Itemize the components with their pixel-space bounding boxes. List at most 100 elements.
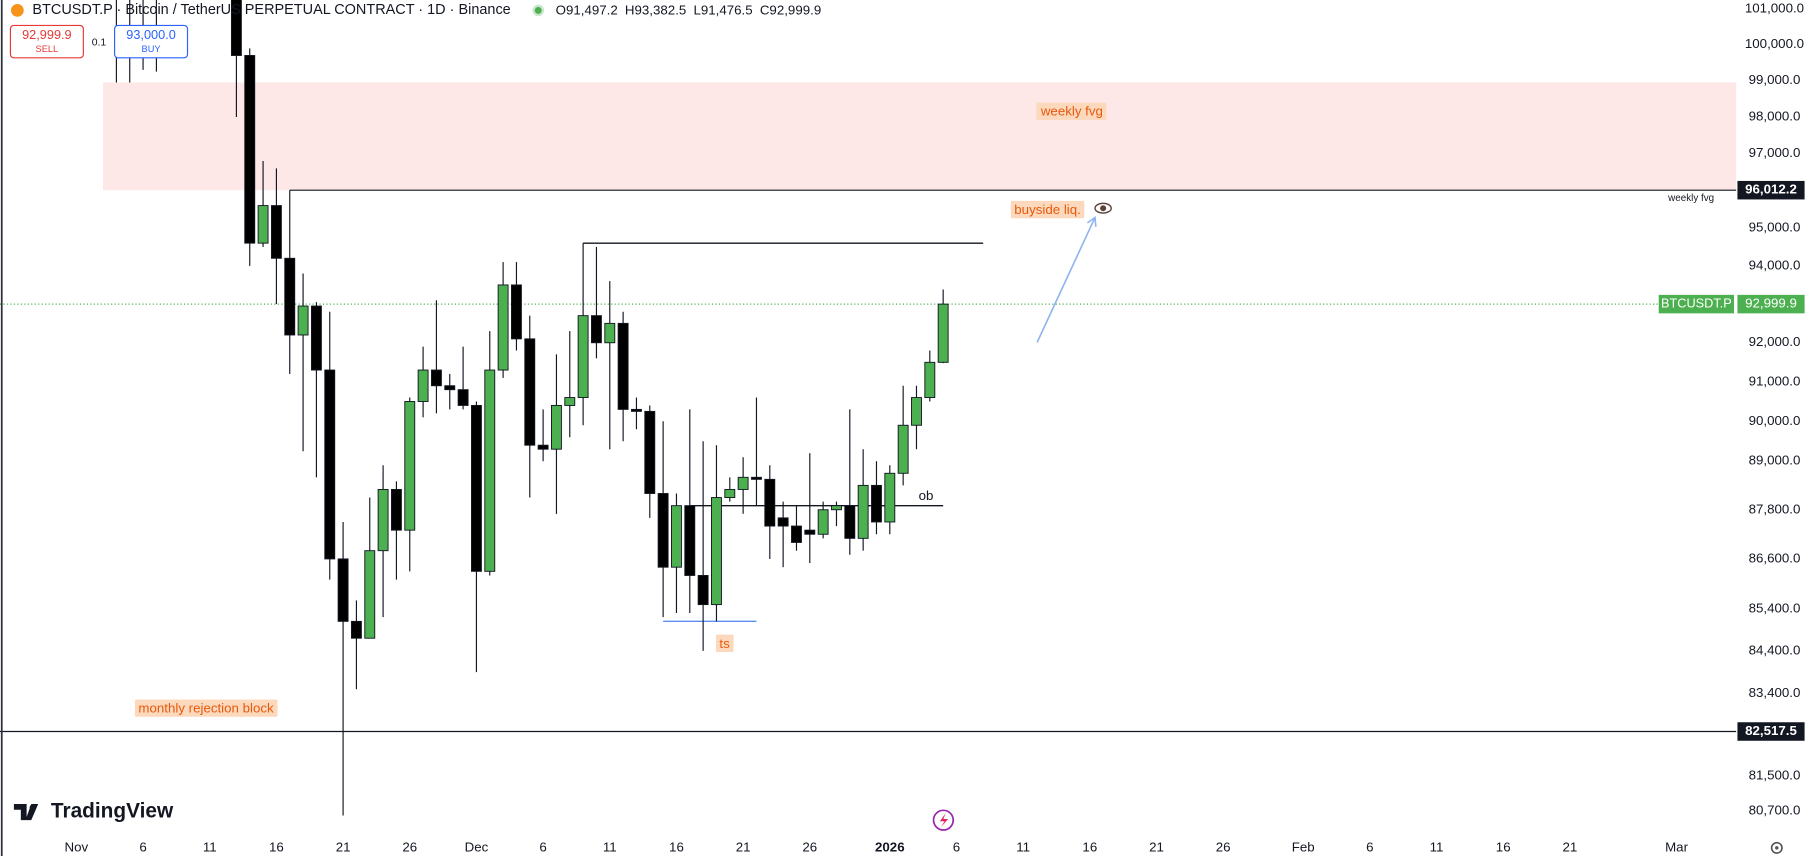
candle-body [924, 361, 936, 399]
candle-body [644, 410, 656, 494]
x-tick-label: 6 [953, 839, 960, 854]
candle-body [484, 369, 496, 572]
buy-label[interactable]: BUY [142, 44, 161, 54]
symbol-title: BTCUSDT.P · Bitcoin / TetherUS PERPETUAL… [32, 2, 510, 18]
candle-body [617, 322, 629, 410]
candle-body [364, 550, 376, 639]
level-price-box [1737, 722, 1805, 741]
annotation: ob [919, 488, 934, 503]
candle-body [711, 497, 722, 606]
candle-body [377, 488, 389, 552]
logo: TradingView [13, 800, 174, 823]
candle-body [297, 305, 309, 336]
candle-body [684, 505, 696, 576]
y-tick-label: 80,700.0 [1749, 803, 1801, 818]
candle-body [390, 488, 402, 531]
y-tick-label: 89,000.0 [1749, 453, 1801, 468]
ohlc: O91,497.2 H93,382.5 L91,476.5 C92,999.9 [556, 2, 822, 17]
candle-body [564, 397, 576, 406]
candle-body [804, 529, 816, 535]
candle-body [497, 284, 509, 371]
candle-body [857, 484, 869, 539]
buy-button[interactable]: 93,000.0 BUY [114, 24, 189, 59]
x-tick-label: 2026 [875, 839, 905, 854]
spread: 0.1 [92, 38, 107, 49]
sell-price[interactable]: 92,999.9 [22, 27, 72, 42]
candle-body [551, 404, 562, 450]
y-tick-label: 84,400.0 [1749, 642, 1801, 657]
candle-body [844, 505, 856, 539]
y-tick-label: 90,000.0 [1749, 413, 1801, 428]
x-tick-label: 6 [1366, 839, 1373, 854]
y-tick-label: 95,000.0 [1749, 220, 1801, 235]
x-tick-label: 6 [139, 839, 146, 854]
x-tick-label: 26 [402, 839, 417, 854]
x-tick-label: 21 [1562, 839, 1577, 854]
x-tick-label: Dec [465, 839, 489, 854]
replay-icon[interactable] [932, 809, 955, 831]
x-tick-label: 11 [1016, 839, 1030, 854]
x-tick-label: 16 [1082, 839, 1097, 854]
y-tick-label: 85,400.0 [1749, 600, 1801, 615]
x-tick-label: 11 [603, 839, 617, 854]
time-axis: Nov 6 11 16 21 26 Dec 6 11 16 21 26 2026 6 11 16 21 26 Feb… [65, 839, 1689, 854]
candle-body [444, 385, 456, 391]
candle-body [457, 389, 469, 406]
x-tick-label: 16 [269, 839, 284, 854]
buy-box[interactable] [114, 24, 189, 59]
candle-body [511, 284, 522, 340]
sell-label[interactable]: SELL [36, 44, 59, 54]
ohlc-low: L91,476.5 [693, 2, 752, 17]
last-price-box [1737, 294, 1805, 314]
sell-button[interactable]: 92,999.9 SELL [9, 24, 84, 59]
annotation-bg [715, 634, 734, 652]
candle-body [577, 315, 589, 399]
arrow [1036, 215, 1097, 343]
sell-box[interactable] [9, 24, 84, 59]
y-tick-label: 92,000.0 [1749, 334, 1801, 349]
settings-icon[interactable] [1770, 841, 1783, 854]
x-tick-label: 21 [1149, 839, 1164, 854]
candle-body [817, 509, 829, 535]
ohlc-close: C92,999.9 [760, 2, 821, 17]
candle-body [284, 257, 296, 336]
x-tick-label: 21 [336, 839, 351, 854]
annotation: ts [719, 636, 730, 651]
symbol-box [1658, 294, 1734, 314]
buy-price[interactable]: 93,000.0 [126, 27, 176, 42]
candle-body [737, 476, 749, 490]
candle-body [937, 303, 949, 363]
annotation-bg [1036, 102, 1107, 120]
x-tick-label: Mar [1665, 839, 1688, 854]
candle-body [537, 444, 549, 450]
candle-body [591, 315, 602, 344]
annotation: monthly rejection block [138, 701, 274, 716]
candle-body [257, 205, 269, 244]
candle-body [697, 575, 709, 606]
candle-body [871, 484, 882, 523]
candle-body [417, 369, 429, 402]
eye-icon [1094, 202, 1112, 214]
level-note: weekly fvg [1667, 193, 1714, 204]
candle-body [764, 478, 776, 527]
y-tick-label: 81,500.0 [1749, 767, 1801, 782]
y-tick-label: 97,000.0 [1749, 145, 1801, 160]
annotations: weekly fvg buyside liq. ts monthly rejec… [134, 102, 1107, 717]
candle-body [897, 424, 909, 474]
annotation-bg [134, 699, 278, 717]
x-tick-label: Nov [65, 839, 89, 854]
x-tick-label: 6 [539, 839, 546, 854]
candle-body [831, 505, 842, 511]
candle-body [350, 620, 362, 639]
x-tick-label: 26 [1216, 839, 1231, 854]
candle-body [751, 476, 762, 480]
annotation: buyside liq. [1014, 202, 1081, 217]
status-dot [532, 4, 545, 17]
candle-body [337, 558, 349, 622]
candle-body [430, 369, 442, 387]
candle-body [230, 0, 242, 56]
x-tick-label: 11 [203, 839, 217, 854]
candle-body [310, 305, 322, 371]
